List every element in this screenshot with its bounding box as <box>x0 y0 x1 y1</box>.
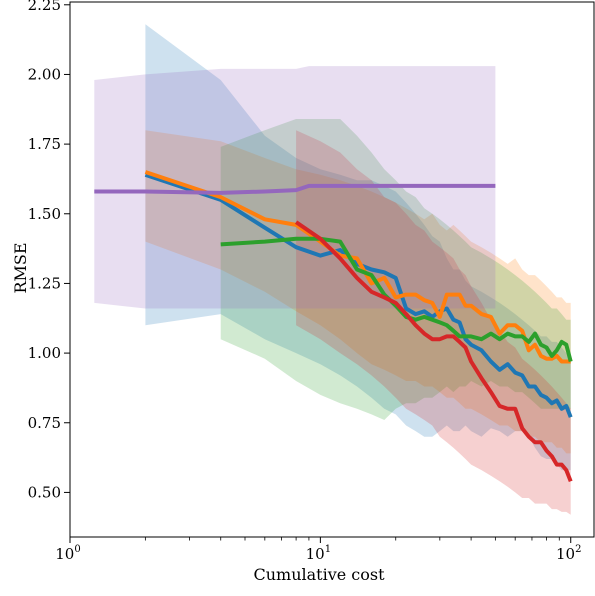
y-tick-label: 1.00 <box>28 344 61 362</box>
confidence-bands <box>94 24 571 515</box>
series-3-band <box>220 119 571 420</box>
series-1-band <box>145 24 571 471</box>
y-tick-label: 0.50 <box>28 483 61 501</box>
y-tick-label: 1.25 <box>28 274 61 292</box>
y-axis-label: RMSE <box>11 242 30 293</box>
y-tick-label: 2.00 <box>28 65 61 83</box>
y-tick-label: 1.50 <box>28 205 61 223</box>
x-tick-label: 102 <box>556 544 581 563</box>
x-tick-label: 100 <box>55 544 80 563</box>
series-5-line <box>94 183 496 195</box>
series-3-line <box>220 236 573 363</box>
series-lines <box>94 170 573 483</box>
y-tick-label: 0.75 <box>28 414 61 432</box>
y-axis: 0.50 0.75 1.00 1.25 1.50 1.75 2.00 2.25 <box>28 0 70 501</box>
y-tick-label: 1.75 <box>28 135 61 153</box>
y-tick-label: 2.25 <box>28 0 61 14</box>
x-axis: 100 101 102 <box>55 537 581 563</box>
plot-frame <box>69 1 595 538</box>
x-tick-label: 101 <box>306 544 331 563</box>
series-5-band <box>94 66 496 309</box>
x-axis-label: Cumulative cost <box>253 565 385 584</box>
series-4-line <box>294 220 573 483</box>
series-4-band <box>296 130 571 515</box>
